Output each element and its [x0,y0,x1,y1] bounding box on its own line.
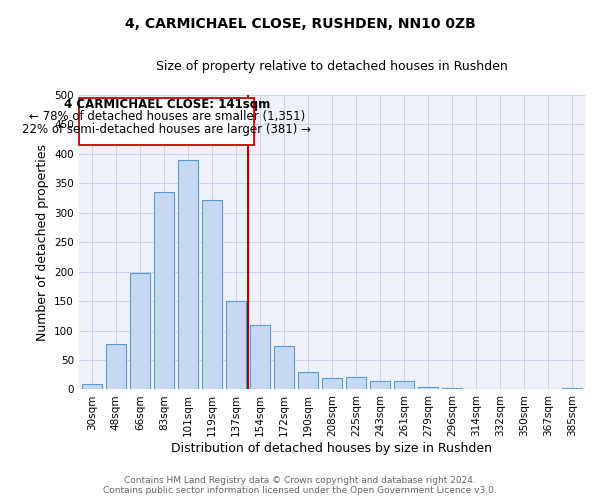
Bar [274,346,294,390]
Bar [226,301,246,390]
Bar [202,200,222,390]
Text: 4, CARMICHAEL CLOSE, RUSHDEN, NN10 0ZB: 4, CARMICHAEL CLOSE, RUSHDEN, NN10 0ZB [125,18,475,32]
Bar [154,192,174,390]
Bar [418,386,438,390]
Bar [178,160,198,390]
Bar [322,378,342,390]
Bar [346,376,366,390]
Bar [562,388,582,390]
Bar [250,326,270,390]
Bar [442,388,462,390]
Bar [82,384,102,390]
Text: Contains HM Land Registry data © Crown copyright and database right 2024.
Contai: Contains HM Land Registry data © Crown c… [103,476,497,495]
Bar [106,344,126,390]
X-axis label: Distribution of detached houses by size in Rushden: Distribution of detached houses by size … [172,442,493,455]
Y-axis label: Number of detached properties: Number of detached properties [35,144,49,340]
Text: ← 78% of detached houses are smaller (1,351): ← 78% of detached houses are smaller (1,… [29,110,305,124]
Bar [298,372,318,390]
Bar [130,274,150,390]
FancyBboxPatch shape [79,98,254,145]
Bar [370,380,390,390]
Text: 4 CARMICHAEL CLOSE: 141sqm: 4 CARMICHAEL CLOSE: 141sqm [64,98,270,111]
Text: 22% of semi-detached houses are larger (381) →: 22% of semi-detached houses are larger (… [22,122,311,136]
Title: Size of property relative to detached houses in Rushden: Size of property relative to detached ho… [156,60,508,73]
Bar [394,380,414,390]
